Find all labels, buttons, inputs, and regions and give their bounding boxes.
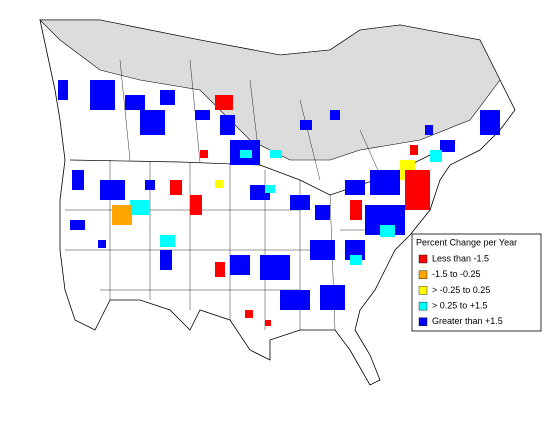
survey-cell bbox=[310, 240, 335, 260]
survey-cell bbox=[230, 255, 250, 275]
survey-cell bbox=[145, 180, 155, 190]
survey-cell bbox=[315, 205, 330, 220]
survey-cell bbox=[90, 80, 115, 110]
unsampled-north bbox=[39, 19, 501, 161]
legend-swatch bbox=[418, 270, 428, 279]
survey-cell bbox=[260, 255, 290, 280]
legend-label: > -0.25 to 0.25 bbox=[432, 285, 490, 295]
survey-cell bbox=[425, 125, 433, 135]
survey-cell bbox=[200, 150, 208, 158]
legend-box bbox=[411, 233, 542, 332]
survey-cell bbox=[58, 80, 68, 100]
survey-cell bbox=[215, 95, 233, 110]
survey-cell bbox=[370, 170, 400, 195]
legend-items: Less than -1.5 -1.5 to -0.25 > -0.25 to 0.… bbox=[418, 253, 503, 326]
survey-cell bbox=[280, 290, 310, 310]
survey-cell bbox=[220, 115, 235, 135]
survey-cell bbox=[405, 170, 430, 210]
survey-cell bbox=[125, 95, 145, 110]
survey-cell bbox=[330, 110, 340, 120]
survey-cell bbox=[480, 110, 500, 135]
legend-swatch bbox=[418, 317, 428, 326]
survey-cell bbox=[265, 320, 271, 326]
survey-cell bbox=[160, 90, 175, 105]
survey-cell bbox=[160, 235, 175, 247]
legend: Percent Change per Year Less than -1.5 -1… bbox=[411, 233, 542, 332]
legend-label: > 0.25 to +1.5 bbox=[432, 300, 488, 310]
survey-cell bbox=[190, 195, 202, 215]
legend-label: Greater than +1.5 bbox=[432, 316, 503, 326]
survey-cell bbox=[112, 205, 132, 225]
survey-cell bbox=[245, 310, 253, 318]
legend-label: -1.5 to -0.25 bbox=[432, 269, 481, 279]
survey-cell bbox=[290, 195, 310, 210]
survey-cell bbox=[240, 150, 252, 158]
survey-cell bbox=[195, 110, 210, 120]
survey-cell bbox=[440, 140, 455, 152]
legend-swatch bbox=[418, 286, 428, 295]
survey-cell bbox=[140, 110, 165, 135]
survey-cell bbox=[72, 170, 84, 190]
survey-cell bbox=[430, 150, 442, 162]
survey-cell bbox=[170, 180, 182, 195]
survey-cell bbox=[98, 240, 106, 248]
survey-cell bbox=[350, 255, 362, 265]
survey-cell bbox=[345, 180, 365, 195]
survey-cell bbox=[215, 262, 225, 277]
legend-title: Percent Change per Year bbox=[416, 237, 517, 247]
legend-swatch bbox=[418, 254, 428, 264]
survey-cell bbox=[300, 120, 312, 130]
survey-cell bbox=[410, 145, 418, 155]
survey-cell bbox=[130, 200, 150, 215]
survey-cell bbox=[215, 180, 223, 188]
survey-cell bbox=[320, 285, 345, 310]
survey-cell bbox=[100, 180, 125, 200]
survey-cell bbox=[270, 150, 282, 158]
survey-cell bbox=[265, 185, 275, 193]
survey-cell bbox=[160, 250, 172, 270]
survey-blobs bbox=[58, 80, 500, 326]
legend-swatch bbox=[418, 301, 428, 311]
legend-label: Less than -1.5 bbox=[432, 253, 489, 263]
survey-cell bbox=[70, 220, 85, 230]
survey-cell bbox=[380, 225, 395, 237]
survey-cell bbox=[350, 200, 362, 220]
